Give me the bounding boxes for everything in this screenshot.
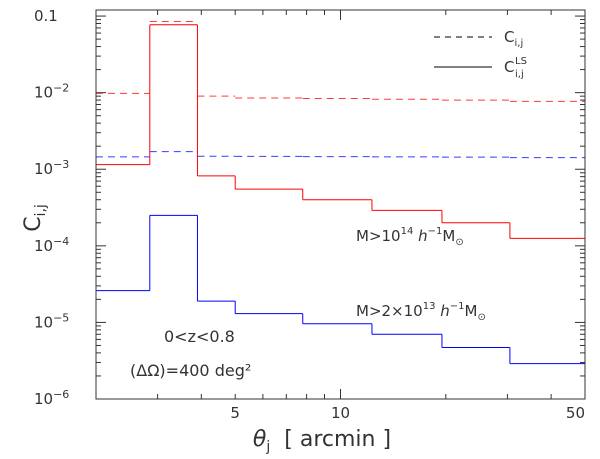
x-tick-label: 10	[331, 404, 350, 422]
axis-ticks: 0.1 10−2 10−3 10−4 10−5 10−6 5 10 50	[34, 7, 586, 422]
x-axis-subscript: j	[265, 439, 270, 455]
y-tick-label: 10−4	[34, 235, 69, 255]
red-series-annotation: M>1014 h−1M⊙	[356, 226, 464, 248]
blue-series-annotation: M>2×1013 h−1M⊙	[356, 301, 486, 323]
legend-entry-solid: C	[504, 58, 514, 76]
legend-solid-sup: LS	[515, 56, 527, 67]
y-tick-label: 10−3	[34, 158, 69, 178]
series-0	[96, 20, 585, 102]
y-tick-label: 10−6	[34, 388, 69, 408]
legend: Ci,j C LS i,j	[434, 28, 527, 80]
x-axis-label: θj [ arcmin ]	[253, 427, 391, 455]
series-2	[96, 151, 585, 159]
x-axis-symbol: θ	[253, 427, 267, 452]
plot-frame	[95, 9, 586, 400]
x-axis-units: [ arcmin ]	[284, 427, 391, 452]
y-tick-label: 10−2	[34, 82, 69, 102]
legend-entry-dashed: Ci,j	[504, 28, 523, 49]
legend-solid-sub: i,j	[515, 69, 524, 80]
y-axis-subscript: i,j	[33, 204, 49, 216]
legend-dashed-symbol: C	[504, 28, 514, 46]
y-axis-symbol: C	[21, 216, 46, 231]
legend-solid-symbol: C	[504, 58, 514, 76]
x-tick-label: 5	[230, 404, 240, 422]
y-tick-label: 10−5	[34, 311, 69, 331]
legend-dashed-sub: i,j	[514, 38, 523, 49]
series-3	[96, 214, 585, 365]
series-1	[96, 24, 585, 239]
y-axis-label: Ci,j	[21, 204, 49, 232]
y-tick-label: 0.1	[34, 7, 58, 25]
redshift-annotation: 0<z<0.8	[164, 327, 235, 346]
x-tick-label: 50	[566, 404, 585, 422]
chart-series	[96, 20, 585, 365]
area-annotation: (ΔΩ)=400 deg²	[130, 361, 251, 380]
